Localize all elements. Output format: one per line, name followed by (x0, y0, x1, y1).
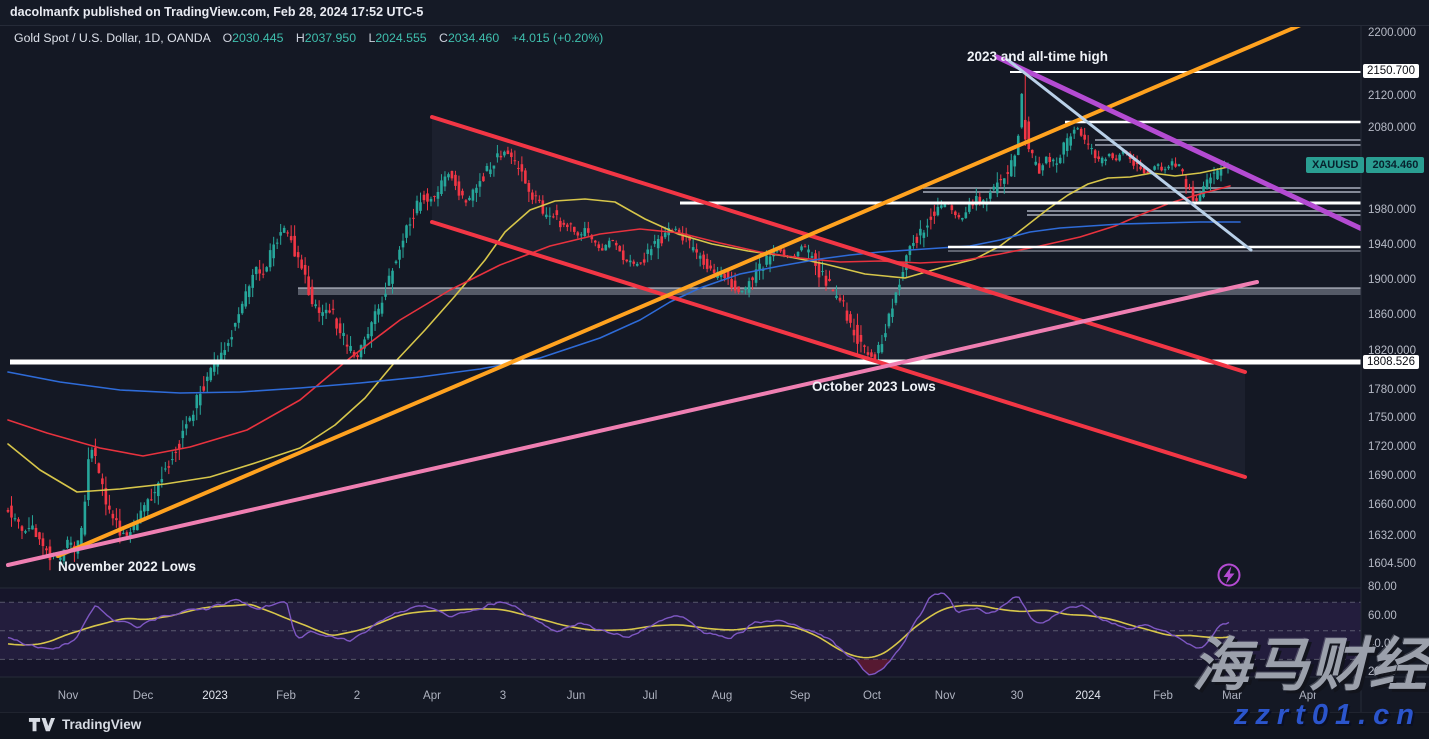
legend-low-value: 2024.555 (375, 31, 427, 45)
time-axis-label: Apr (1299, 690, 1317, 702)
price-axis-label: 1632.000 (1368, 530, 1416, 542)
price-axis-label: 1820.000 (1368, 345, 1416, 357)
price-axis-label: 2080.000 (1368, 122, 1416, 134)
rsi-axis-label: 80.00 (1368, 581, 1397, 593)
time-axis-label: 30 (1010, 690, 1024, 702)
legend-close-value: 2034.460 (447, 31, 500, 45)
legend-high-value: 2037.950 (304, 31, 357, 45)
price-axis-label: 1720.000 (1368, 441, 1416, 453)
tradingview-logo-icon (28, 717, 55, 732)
last-price-marker: XAUUSD 2034.460 (1306, 157, 1425, 173)
time-axis-label: Nov (934, 690, 956, 702)
legend-change: +4.015 (+0.20%) (511, 31, 604, 45)
symbol-legend[interactable]: Gold Spot / U.S. Dollar, 1D, OANDA O2030… (14, 31, 603, 45)
time-axis-label: Feb (1153, 690, 1173, 702)
price-axis-label: 2200.000 (1368, 27, 1416, 39)
lightning-button[interactable] (1217, 563, 1241, 587)
price-axis-label: 1980.000 (1368, 204, 1416, 216)
watermark-url: zzrt01.cn (1233, 699, 1421, 731)
tradingview-brand[interactable]: TradingView (28, 716, 141, 733)
time-axis-label: Apr (423, 690, 441, 702)
price-axis-label: 1860.000 (1368, 309, 1416, 321)
price-marker-low: 1808.526 (1363, 355, 1419, 369)
price-axis-label: 1940.000 (1368, 239, 1416, 251)
time-axis-label: 2 (353, 690, 361, 702)
price-axis-label: 1690.000 (1368, 470, 1416, 482)
time-axis-label: 3 (499, 690, 507, 702)
price-axis-label: 1780.000 (1368, 384, 1416, 396)
time-axis-label: Sep (789, 690, 811, 702)
price-axis-label: 1660.000 (1368, 499, 1416, 511)
brand-name: TradingView (62, 717, 142, 732)
time-axis-label: Jun (566, 690, 586, 702)
price-marker-high: 2150.700 (1363, 64, 1419, 78)
legend-symbol-title: Gold Spot / U.S. Dollar, 1D, OANDA (14, 31, 211, 45)
legend-close-label: C (439, 31, 448, 45)
time-axis-label: 2023 (202, 690, 228, 702)
time-axis-label: 2024 (1075, 690, 1101, 702)
time-axis-label: Mar (1222, 690, 1242, 702)
price-axis-label: 1900.000 (1368, 274, 1416, 286)
legend-open-label: O (222, 31, 233, 45)
legend-open-value: 2030.445 (232, 31, 284, 45)
chart-annotation: October 2023 Lows (812, 379, 936, 394)
publish-bar: dacolmanfx published on TradingView.com,… (0, 0, 1429, 26)
time-axis-label: Feb (276, 690, 296, 702)
price-axis-label: 1604.500 (1368, 558, 1416, 570)
rsi-axis-label: 20.00 (1368, 666, 1397, 678)
publish-line: dacolmanfx published on TradingView.com,… (10, 5, 424, 19)
price-axis-label: 1750.000 (1368, 412, 1416, 424)
time-axis-label: Jul (642, 690, 658, 702)
rsi-axis-label: 60.00 (1368, 610, 1397, 622)
time-axis-label: Oct (863, 690, 881, 702)
symbol-label: XAUUSD (1306, 157, 1365, 173)
last-price-label: 2034.460 (1366, 157, 1425, 173)
chart-annotation: 2023 and all-time high (967, 49, 1109, 64)
time-axis-label: Aug (711, 690, 733, 702)
footer-bar (0, 712, 1429, 739)
watermark-chinese: 海马财经 (1191, 633, 1428, 698)
legend-high-label: H (295, 31, 305, 45)
rsi-axis-label: 40.00 (1368, 638, 1397, 650)
time-axis-label: Dec (132, 690, 154, 702)
chart-annotation: November 2022 Lows (58, 559, 197, 574)
legend-low-label: L (368, 31, 376, 45)
time-axis-label: Nov (57, 690, 79, 702)
price-axis-label: 2120.000 (1368, 90, 1416, 102)
